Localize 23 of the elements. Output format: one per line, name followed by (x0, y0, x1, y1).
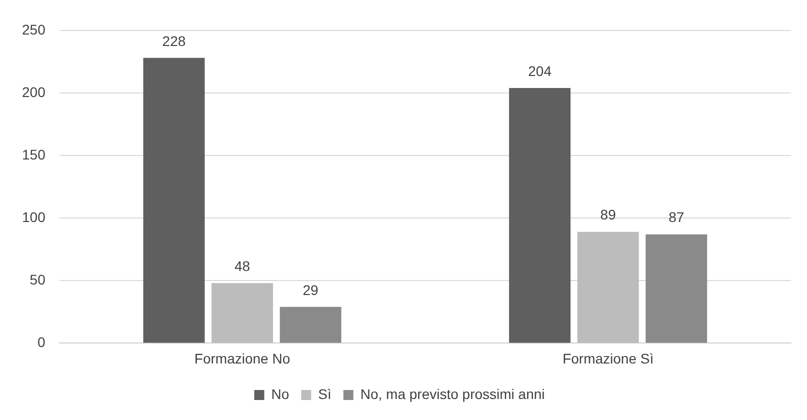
data-label: 29 (302, 282, 319, 298)
legend-label: No, ma previsto prossimi anni (360, 386, 545, 402)
data-label: 228 (162, 32, 186, 49)
data-label: 87 (668, 209, 684, 226)
x-tick-label: Formazione Sì (562, 350, 654, 366)
bar (509, 88, 571, 343)
data-label: 48 (234, 258, 250, 274)
bar (577, 232, 639, 343)
y-tick-label: 250 (22, 21, 46, 38)
data-label: 89 (600, 206, 616, 223)
y-tick-label: 200 (22, 84, 46, 100)
bar (143, 58, 205, 343)
bar (212, 283, 273, 343)
y-tick-label: 150 (22, 146, 46, 162)
bar (646, 234, 708, 343)
data-label: 204 (528, 62, 552, 79)
y-tick-label: 100 (22, 208, 46, 225)
y-tick-label: 0 (38, 334, 46, 350)
legend-label: No (271, 386, 290, 402)
x-tick-label: Formazione No (194, 350, 290, 366)
legend-label: Sì (318, 386, 332, 402)
bar (280, 306, 342, 343)
y-tick-label: 50 (30, 272, 46, 288)
